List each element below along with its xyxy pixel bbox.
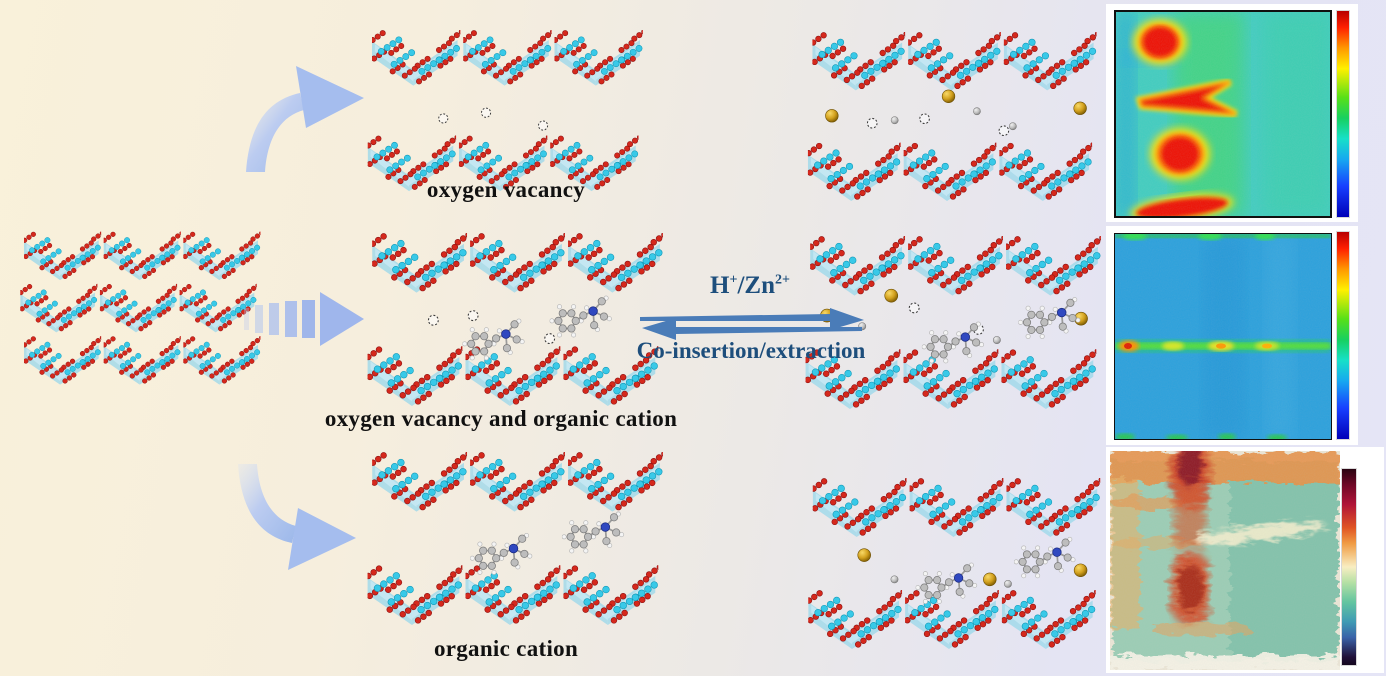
layer-unit [372,30,461,86]
layer-unit [103,231,181,281]
layer-unit [903,349,999,410]
zinc-ion [1073,101,1087,115]
proton [890,116,899,125]
layer-unit [812,32,906,91]
layer-unit [367,565,463,626]
layer-unit [1006,478,1101,538]
layer-unit [183,231,261,281]
layer-unit [24,336,102,385]
layer-unit [470,233,565,293]
proton [890,575,899,584]
layer-unit [568,452,663,512]
caption-organic-cation: organic cation [433,636,579,661]
oxygen-vacancy-marker [480,107,492,118]
layer-unit [1006,236,1101,296]
proton [1004,580,1012,588]
layer-unit [99,283,178,333]
insitu-heatmap-top [1114,10,1332,218]
zinc-ion [884,288,899,303]
insitu-heatmap-middle [1114,233,1332,440]
reaction-forward-label: H+/Zn2+ [710,272,790,299]
oxygen-vacancy-marker [544,333,556,345]
layer-unit [20,283,98,333]
structure-pristine-layered-oxide [20,231,261,385]
layer-unit [463,30,552,86]
layer-unit [909,478,1004,538]
layer-unit [24,231,102,281]
layer-unit [1001,589,1096,650]
proton [992,336,1001,345]
zinc-ion [941,89,956,103]
organic-cation-molecule [561,511,625,554]
oxygen-vacancy-marker [438,113,449,124]
oxygen-vacancy-marker [998,125,1010,137]
reaction-reverse-label: Co-insertion/extraction [636,338,866,363]
layer-unit [903,142,997,202]
layer-unit [470,452,565,512]
colorbar-jet-middle [1336,231,1350,440]
layer-unit [908,32,1001,91]
layer-unit [807,142,901,202]
oxygen-vacancy-marker [427,314,439,326]
layer-unit [808,589,903,650]
curved-arrow-up-icon [246,66,364,172]
oxygen-vacancy-marker [538,120,549,131]
layer-unit [812,478,907,538]
layer-unit [999,142,1093,202]
proton [1008,122,1017,131]
zinc-ion [857,548,871,562]
equilibrium-arrows-icon [640,308,864,340]
colorbar-jet-top [1336,10,1350,218]
proton [973,107,981,116]
layer-unit [1003,32,1097,91]
structure-organic-cation [367,452,663,626]
organic-cation-molecule [915,562,978,605]
zinc-ion [825,109,839,123]
layer-unit [554,30,643,86]
layer-unit [563,565,659,626]
zinc-ion [1073,563,1088,578]
structure-oxygen-vacancy [367,30,643,192]
oxygen-vacancy-marker [866,117,878,129]
zinc-ion [983,572,997,587]
layer-unit [103,336,181,385]
layer-unit [465,346,561,407]
structure-oxygen-vacancy-organic-cation [367,233,663,407]
oxygen-vacancy-marker [908,302,920,314]
segmented-arrow-right-icon [244,292,364,346]
colorbar-spectral-bottom [1341,468,1357,666]
layer-unit [1001,349,1097,410]
organic-cation-molecule [549,295,613,339]
oxygen-vacancy-marker [919,113,930,125]
organic-cation-molecule [1014,536,1077,579]
caption-oxygen-vacancy-and-organic-cation: oxygen vacancy and organic cation [324,406,678,431]
caption-oxygen-vacancy: oxygen vacancy [426,177,586,202]
curved-arrow-down-icon [238,464,356,570]
layer-unit [372,233,468,293]
structure-oxygen-vacancy-zn-h-inserted [807,32,1097,202]
layer-unit [372,452,468,512]
oxygen-vacancy-marker [467,310,479,322]
layer-unit [908,236,1003,296]
insitu-surface-bottom [1110,451,1340,670]
layer-unit [905,589,999,650]
layer-unit [367,346,463,407]
organic-cation-molecule [1018,296,1082,340]
structure-organic-cation-zn-h-inserted [808,478,1101,650]
